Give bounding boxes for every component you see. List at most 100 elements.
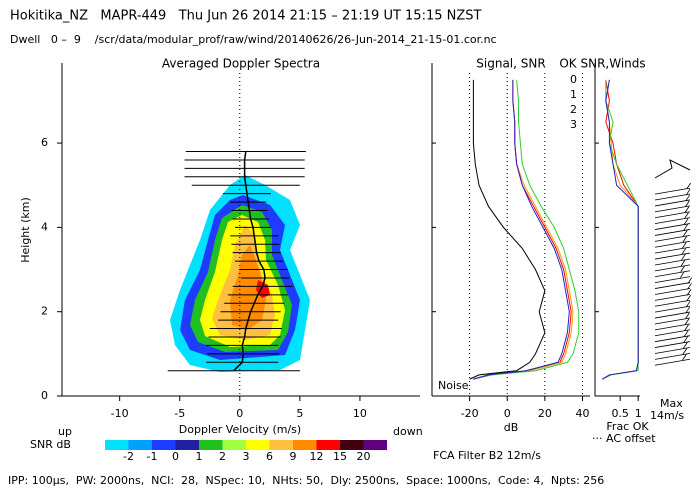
wind-barb — [686, 289, 692, 296]
wind-barb — [685, 188, 691, 196]
wind-barb — [654, 293, 691, 301]
profile-line — [601, 79, 639, 380]
wind-barb — [654, 358, 691, 366]
wind-barb — [684, 324, 689, 331]
colorbar-tick-label: 20 — [357, 450, 371, 463]
wind-barb — [654, 347, 691, 354]
wind-barb — [654, 211, 691, 219]
colorbar-tick-label: 2 — [219, 450, 226, 463]
wind-barb — [654, 352, 691, 360]
wind-barb — [654, 199, 691, 207]
wind-barb — [683, 218, 689, 225]
wind-barb — [654, 288, 691, 295]
x-tick-label: 0.5 — [611, 407, 629, 420]
wind-barb — [685, 312, 690, 320]
colorbar-swatch — [175, 440, 199, 450]
colorbar-swatch — [316, 440, 340, 450]
profile-line — [601, 79, 639, 380]
wind-barb — [682, 236, 688, 243]
wind-barb — [684, 206, 690, 213]
colorbar-tick-label: 1 — [196, 450, 203, 463]
footer: IPP: 100μs, PW: 2000ns, NCI: 28, NSpec: … — [8, 474, 604, 487]
profile-line — [601, 79, 639, 380]
wind-barb — [679, 271, 685, 278]
y-tick-label: 6 — [41, 136, 48, 149]
colorbar-swatch — [199, 440, 223, 450]
wind-barb — [683, 336, 688, 343]
profile-line — [601, 79, 639, 380]
x-axis-label: Doppler Velocity (m/s) — [179, 423, 301, 436]
profile-line — [469, 79, 546, 380]
colorbar-swatch — [128, 440, 152, 450]
x-tick-label: -20 — [461, 407, 479, 420]
wind-barb — [681, 247, 687, 255]
wind-barb — [682, 241, 687, 249]
wind-barb — [654, 234, 691, 242]
wind-barb — [654, 270, 691, 278]
wind-barb — [684, 318, 690, 326]
wind-barb — [680, 259, 686, 267]
colorbar-swatch — [246, 440, 270, 450]
profile-line — [473, 79, 574, 380]
wind-barb — [654, 229, 691, 236]
legend-entry: 1 — [570, 88, 577, 101]
wind-barb — [654, 305, 691, 313]
noise-label: Noise — [438, 379, 469, 392]
profile-line — [473, 79, 580, 380]
x-tick-label: 40 — [575, 407, 589, 420]
up-label: up — [58, 425, 72, 438]
wind-barb — [684, 212, 689, 219]
wind-barb — [654, 193, 691, 201]
wind-barb — [681, 253, 686, 261]
wind-max-label: Max — [660, 397, 683, 410]
colorbar-tick-label: -2 — [123, 450, 134, 463]
wind-barb — [654, 341, 691, 348]
legend-entry: 2 — [570, 103, 577, 116]
wind-barb — [685, 300, 691, 308]
x-tick-label: 20 — [538, 407, 552, 420]
wind-barb — [682, 342, 688, 349]
wind-barb — [685, 194, 691, 202]
y-tick-label: 0 — [41, 389, 48, 402]
colorbar-tick-label: 0 — [172, 450, 179, 463]
colorbar-tick-label: 12 — [310, 450, 324, 463]
colorbar-swatch — [152, 440, 176, 450]
legend-entry: 3 — [570, 118, 577, 131]
wind-barb — [687, 277, 693, 284]
wind-barb — [654, 311, 691, 319]
x-tick-label: 1 — [635, 407, 642, 420]
colorbar-swatch — [340, 440, 364, 450]
colorbar-swatch — [269, 440, 293, 450]
x-axis-label: dB — [504, 421, 519, 434]
ac-offset-label: ··· AC offset — [592, 432, 656, 445]
x-tick-label: 5 — [296, 407, 303, 420]
wind-barb — [686, 295, 691, 302]
wind-barb — [654, 246, 691, 254]
wind-barb — [654, 329, 691, 337]
y-tick-label: 2 — [41, 305, 48, 318]
wind-barb — [654, 276, 691, 284]
x-tick-label: -5 — [174, 407, 185, 420]
y-axis-label: Height (km) — [19, 197, 32, 263]
wind-barb — [654, 299, 691, 307]
wind-barb — [682, 354, 687, 361]
wind-barb — [654, 159, 691, 179]
panel-title: OK SNR,Winds — [559, 57, 645, 71]
colorbar-swatch — [105, 440, 129, 450]
wind-barb — [683, 224, 688, 231]
wind-barb — [682, 348, 688, 355]
wind-barb — [654, 323, 691, 331]
down-label: down — [393, 425, 423, 438]
colorbar-tick-label: 9 — [290, 450, 297, 463]
colorbar-swatch — [222, 440, 246, 450]
colorbar-tick-label: 6 — [266, 450, 273, 463]
title-line-1: Hokitika_NZ MAPR-449 Thu Jun 26 2014 21:… — [10, 9, 482, 24]
profile-line — [473, 79, 572, 380]
wind-barb — [654, 240, 691, 248]
colorbar-swatch — [293, 440, 317, 450]
x-axis-label: Frac OK — [606, 420, 649, 433]
wind-barb — [680, 265, 686, 272]
profile-line — [473, 79, 570, 380]
y-tick-label: 4 — [41, 220, 48, 233]
